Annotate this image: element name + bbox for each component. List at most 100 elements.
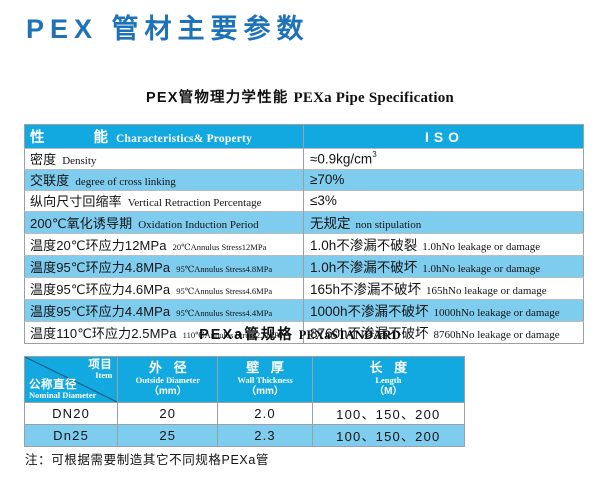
header-item-en: Item <box>95 370 113 381</box>
spec-section-title-latin: PEXa Pipe Specification <box>293 90 454 106</box>
standard-header-row: 项目 Item 公称直径 Nominal Diameter 外 径 Outsid… <box>24 356 465 403</box>
property-name-en: 95℃Annulus Stress4.6MPa <box>176 285 273 296</box>
table-header-row: 性 能 Characteristics& Property ISO <box>24 124 584 149</box>
cell-property-name: 200℃氧化诱导期 Oxidation Induction Period <box>24 211 304 234</box>
column-head-length: 长 度 Length （M） <box>313 360 464 398</box>
cell-iso-value: 无规定 non stipulation <box>303 211 584 234</box>
property-name-en: Density <box>62 155 97 167</box>
header-nominal-label: 公称直径 Nominal Diameter <box>29 379 96 400</box>
table-row: 交联度 degree of cross linking ≥70% <box>24 169 584 191</box>
header-property-en: Characteristics& Property <box>116 133 253 145</box>
cell-property-name: 温度110℃环应力2.5MPa 110℃Annulus Stress2.5MPa <box>24 321 304 344</box>
table-row: DN20 20 2.0 100、150、200 <box>24 402 465 425</box>
column-head-wall-thickness: 壁 厚 Wall Thickness （mm） <box>218 360 311 398</box>
table-row: 温度95℃环应力4.4MPa 95℃Annulus Stress4.4MPa 100… <box>24 299 584 322</box>
table-row: 温度20℃环应力12MPa 20℃Annulus Stress12MPa 1.0h不… <box>24 233 584 256</box>
iso-value-en: 165hNo leakage or damage <box>426 285 547 297</box>
cell-property-name: 温度20℃环应力12MPa 20℃Annulus Stress12MPa <box>24 233 304 256</box>
property-name-en: Vertical Retraction Percentage <box>127 197 262 209</box>
cell-iso-value: 1000h不渗漏不破坏 1000hNo leakage or damage <box>303 299 584 322</box>
col-wt-unit: （mm） <box>246 386 284 398</box>
header-item-label: 项目 Item <box>88 359 112 380</box>
header-cell-iso: ISO <box>303 124 584 149</box>
iso-value-cn: 8760h不渗漏不破坏 <box>310 326 429 341</box>
cell-property-name: 纵向尺寸回缩率 Vertical Retraction Percentage <box>24 190 304 212</box>
property-name-cn: 温度95℃环应力4.4MPa <box>30 303 171 319</box>
iso-value-cn: ≈0.9kg/cm <box>310 151 373 167</box>
standard-section-title: PEXa管规格 PEXaSTANDARD <box>0 323 600 344</box>
iso-value-en: 1.0hNo leakage or damage <box>422 263 541 275</box>
property-name-en: degree of cross linking <box>75 176 176 188</box>
diagonal-divider-icon <box>25 357 117 402</box>
cell-iso-value: 8760h不渗漏不破坏 8760hNo leakage or damage <box>303 321 584 344</box>
header-property-cn-2: 能 <box>93 130 109 146</box>
header-iso-label: ISO <box>424 128 465 145</box>
property-name-en: 110℃Annulus Stress2.5MPa <box>182 329 283 340</box>
iso-value-en: 1.0hNo leakage or damage <box>422 241 541 253</box>
property-name-cn: 温度95℃环应力4.8MPa <box>30 259 171 275</box>
iso-value-cn: ≤3% <box>310 193 337 208</box>
cell-length: 100、150、200 <box>312 424 465 447</box>
spec-section-title: PEX管物理力学性能 PEXa Pipe Specification <box>0 86 600 107</box>
col-od-en: Outside Diameter <box>135 375 201 386</box>
cell-wall-thickness: 2.3 <box>217 424 313 447</box>
table-row: Dn25 25 2.3 100、150、200 <box>24 424 465 447</box>
property-name-cn: 密度 <box>30 152 57 167</box>
header-nominal-en: Nominal Diameter <box>29 390 97 401</box>
header-cell-length: 长 度 Length （M） <box>312 356 465 403</box>
property-name-cn: 温度110℃环应力2.5MPa <box>30 325 177 341</box>
cell-property-name: 密度 Density <box>24 148 304 170</box>
property-name-cn: 温度20℃环应力12MPa <box>30 237 167 253</box>
header-property-cn-1: 性 <box>30 130 46 146</box>
property-name-cn: 200℃氧化诱导期 <box>30 215 133 231</box>
cell-property-name: 温度95℃环应力4.4MPa 95℃Annulus Stress4.4MPa <box>24 299 304 322</box>
table-row: 密度 Density ≈0.9kg/cm3 <box>24 148 584 170</box>
column-head-outside-diameter: 外 径 Outside Diameter （mm） <box>118 360 217 397</box>
header-cell-corner-split: 项目 Item 公称直径 Nominal Diameter <box>24 356 119 403</box>
standard-section-title-latin: PEXaSTANDARD <box>298 328 401 342</box>
cell-length: 100、150、200 <box>312 402 465 425</box>
col-len-cn: 长 度 <box>369 360 412 376</box>
standard-section-title-cjk: PEXa管规格 <box>199 327 294 343</box>
cell-iso-value: ≤3% <box>303 190 584 212</box>
cell-outside-diameter: 25 <box>117 424 219 447</box>
table-row: 温度95℃环应力4.8MPa 95℃Annulus Stress4.8MPa 1.0… <box>24 255 584 278</box>
cell-nominal-diameter: Dn25 <box>24 424 119 447</box>
cell-iso-value: ≈0.9kg/cm3 <box>303 148 584 170</box>
iso-value-superscript: 3 <box>372 149 377 159</box>
col-wt-cn: 壁 厚 <box>246 360 288 376</box>
iso-value-cn: 165h不渗漏不破坏 <box>310 282 422 297</box>
iso-value-cn: 1.0h不渗漏不破裂 <box>310 238 418 253</box>
header-nominal-cn: 公称直径 <box>29 379 77 392</box>
col-len-unit: （M） <box>374 386 403 398</box>
spec-section-title-cjk: PEX管物理力学性能 <box>146 90 289 106</box>
cell-wall-thickness: 2.0 <box>217 402 313 425</box>
iso-value-en: 8760hNo leakage or damage <box>433 329 560 341</box>
property-name-cn: 温度95℃环应力4.6MPa <box>30 281 171 297</box>
iso-value-cn: 1000h不渗漏不破坏 <box>310 304 429 319</box>
cell-iso-value: 1.0h不渗漏不破坏 1.0hNo leakage or damage <box>303 255 584 278</box>
pipe-specification-table: 性 能 Characteristics& Property ISO 密度 Densit… <box>24 124 584 344</box>
col-wt-en: Wall Thickness <box>237 375 293 386</box>
property-name-en: 20℃Annulus Stress12MPa <box>172 241 267 252</box>
cell-property-name: 交联度 degree of cross linking <box>24 169 304 191</box>
iso-value-cn: 1.0h不渗漏不破坏 <box>310 260 418 275</box>
table-row: 200℃氧化诱导期 Oxidation Induction Period 无规定 no… <box>24 211 584 234</box>
header-cell-property: 性 能 Characteristics& Property <box>24 124 304 149</box>
col-od-cn: 外 径 <box>149 360 191 376</box>
header-cell-outside-diameter: 外 径 Outside Diameter （mm） <box>117 356 219 403</box>
property-name-en: 95℃Annulus Stress4.8MPa <box>176 263 273 274</box>
cell-nominal-diameter: DN20 <box>24 402 119 425</box>
iso-value-en: 1000hNo leakage or damage <box>433 307 560 319</box>
header-cell-wall-thickness: 壁 厚 Wall Thickness （mm） <box>217 356 313 403</box>
header-item-cn: 项目 <box>88 359 113 371</box>
property-name-cn: 纵向尺寸回缩率 <box>30 194 122 209</box>
page-title: PEX 管材主要参数 <box>26 14 310 44</box>
table-row: 温度110℃环应力2.5MPa 110℃Annulus Stress2.5MPa 8… <box>24 321 584 344</box>
cell-property-name: 温度95℃环应力4.6MPa 95℃Annulus Stress4.6MPa <box>24 277 304 300</box>
footer-note: 注：可根据需要制造其它不同规格PEXa管 <box>25 453 269 467</box>
property-name-en: 95℃Annulus Stress4.4MPa <box>176 307 273 318</box>
col-len-en: Length <box>375 375 402 386</box>
iso-value-cn: 无规定 <box>310 216 351 231</box>
cell-iso-value: 1.0h不渗漏不破裂 1.0hNo leakage or damage <box>303 233 584 256</box>
